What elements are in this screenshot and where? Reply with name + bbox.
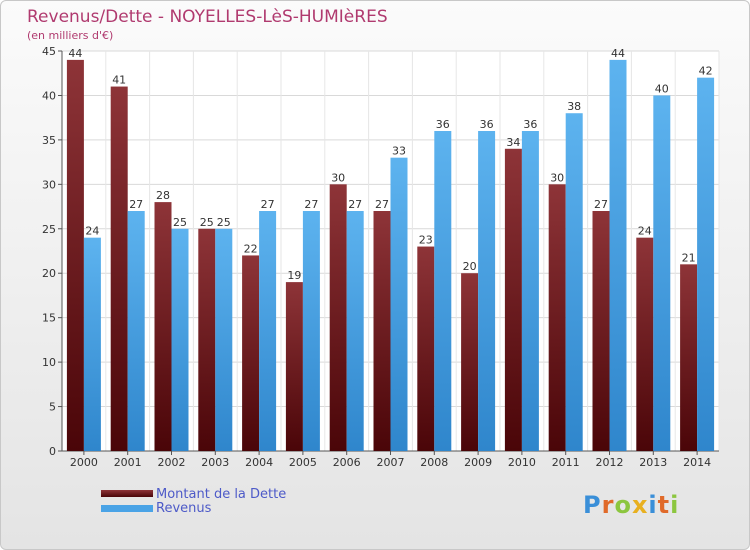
data-label: 38 <box>567 100 581 113</box>
data-label: 36 <box>523 118 537 131</box>
y-tick-label: 40 <box>42 89 56 102</box>
bar-dette <box>198 228 216 451</box>
bar-revenus <box>565 113 583 451</box>
legend-label-revenus: Revenus <box>156 501 212 516</box>
bar-revenus <box>390 157 408 451</box>
proxiti-logo: Proxiti <box>583 491 680 519</box>
data-label: 36 <box>436 118 450 131</box>
x-tick-label: 2009 <box>464 456 492 469</box>
y-tick-label: 10 <box>42 356 56 369</box>
y-tick-label: 45 <box>42 45 56 58</box>
x-tick-label: 2013 <box>639 456 667 469</box>
bar-revenus <box>478 131 496 451</box>
data-label: 40 <box>655 82 669 95</box>
legend-swatch-dette <box>101 490 153 497</box>
y-tick-label: 35 <box>42 134 56 147</box>
bar-dette <box>242 255 260 451</box>
bar-dette <box>592 211 610 451</box>
data-label: 27 <box>304 198 318 211</box>
x-tick-label: 2010 <box>508 456 536 469</box>
data-label: 41 <box>112 74 126 87</box>
bar-dette <box>504 148 522 451</box>
bar-revenus <box>302 211 320 451</box>
bar-revenus <box>697 77 715 452</box>
data-label: 21 <box>682 251 696 264</box>
y-tick-label: 25 <box>42 223 56 236</box>
x-tick-label: 2011 <box>552 456 580 469</box>
bar-dette <box>680 264 698 451</box>
x-tick-label: 2003 <box>201 456 229 469</box>
bar-dette <box>461 273 479 451</box>
data-label: 30 <box>331 171 345 184</box>
x-tick-label: 2000 <box>70 456 98 469</box>
data-label: 24 <box>638 225 652 238</box>
data-label: 34 <box>506 136 520 149</box>
data-label: 22 <box>244 242 258 255</box>
y-tick-label: 0 <box>49 445 56 458</box>
x-tick-label: 2008 <box>420 456 448 469</box>
data-label: 42 <box>699 65 713 78</box>
data-label: 27 <box>375 198 389 211</box>
data-label: 28 <box>156 189 170 202</box>
bar-dette <box>285 282 303 451</box>
x-tick-label: 2012 <box>596 456 624 469</box>
x-tick-label: 2014 <box>683 456 711 469</box>
x-tick-label: 2001 <box>114 456 142 469</box>
data-label: 20 <box>463 260 477 273</box>
y-tick-label: 20 <box>42 267 56 280</box>
bar-revenus <box>653 95 671 451</box>
bar-dette <box>66 59 84 452</box>
bar-dette <box>110 86 128 452</box>
bar-revenus <box>346 211 364 451</box>
bar-dette <box>373 211 391 451</box>
chart-subtitle: (en milliers d'€) <box>27 29 114 42</box>
data-label: 27 <box>261 198 275 211</box>
bar-dette <box>417 246 435 451</box>
y-tick-label: 5 <box>49 401 56 414</box>
y-tick-label: 15 <box>42 312 56 325</box>
x-tick-label: 2005 <box>289 456 317 469</box>
y-tick-label: 30 <box>42 178 56 191</box>
data-label: 25 <box>173 216 187 229</box>
bar-dette <box>329 184 347 452</box>
bar-dette <box>636 237 654 451</box>
legend-swatch-revenus <box>101 505 153 512</box>
bar-revenus <box>171 228 189 451</box>
data-label: 33 <box>392 145 406 158</box>
data-label: 27 <box>129 198 143 211</box>
data-label: 19 <box>287 269 301 282</box>
bar-dette <box>154 202 172 451</box>
data-label: 24 <box>85 225 99 238</box>
x-tick-label: 2006 <box>333 456 361 469</box>
data-label: 27 <box>348 198 362 211</box>
legend-label-dette: Montant de la Dette <box>156 487 287 502</box>
data-label: 36 <box>480 118 494 131</box>
bar-dette <box>548 184 566 452</box>
bar-revenus <box>434 131 452 451</box>
bar-revenus <box>259 211 277 451</box>
data-label: 23 <box>419 234 433 247</box>
data-label: 27 <box>594 198 608 211</box>
bar-revenus <box>83 237 101 451</box>
x-tick-label: 2007 <box>377 456 405 469</box>
data-label: 25 <box>200 216 214 229</box>
data-label: 25 <box>217 216 231 229</box>
data-label: 44 <box>68 47 82 60</box>
x-tick-label: 2002 <box>158 456 186 469</box>
bar-revenus <box>215 228 233 451</box>
data-label: 30 <box>550 171 564 184</box>
x-tick-label: 2004 <box>245 456 273 469</box>
bar-revenus <box>609 59 627 452</box>
bar-revenus <box>521 131 539 451</box>
data-label: 44 <box>611 47 625 60</box>
chart-title: Revenus/Dette - NOYELLES-LèS-HUMIèRES <box>27 7 388 27</box>
bar-revenus <box>127 211 145 451</box>
